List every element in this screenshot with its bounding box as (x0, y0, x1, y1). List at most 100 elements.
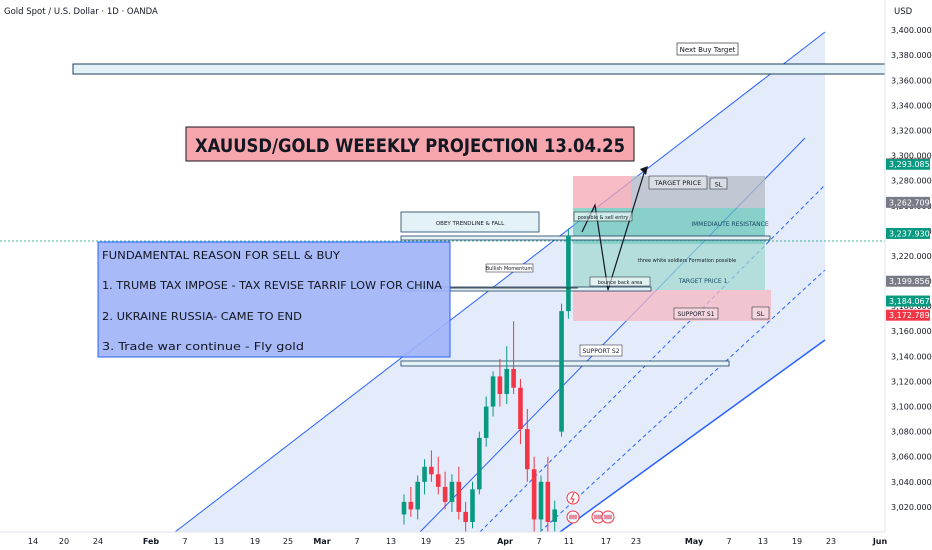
candle[interactable] (401, 494, 407, 525)
candle[interactable] (504, 346, 510, 405)
fundamental-heading: FUNDAMENTAL REASON FOR SELL & BUY (102, 249, 340, 262)
candle[interactable] (463, 501, 468, 532)
candle[interactable] (566, 228, 571, 319)
x-tick-label: 7 (726, 537, 731, 546)
candle[interactable] (531, 456, 537, 532)
candle[interactable] (559, 303, 564, 437)
target-price-box[interactable] (648, 175, 708, 190)
x-axis-ticks: 14 20 24 Feb 7 13 19 25 Mar 7 13 19 25 Apr 7 11 17 23 May 7… (28, 537, 888, 546)
price-label: 3,293.085 (889, 160, 930, 169)
candle[interactable] (456, 466, 462, 520)
red-sl-zone-bottom[interactable] (573, 290, 771, 321)
candle[interactable] (497, 358, 503, 407)
bounce-back-box[interactable] (589, 276, 651, 287)
x-tick-label: 13 (758, 537, 768, 546)
candle[interactable] (415, 475, 420, 520)
candle[interactable] (552, 500, 557, 532)
candle[interactable] (470, 481, 475, 529)
x-tick-label: 19 (421, 537, 431, 546)
sl-bottom-label: SL (757, 310, 765, 318)
resistance-band-3380[interactable] (72, 63, 886, 75)
sl-top-box[interactable] (709, 177, 728, 190)
x-tick-label: Mar (313, 537, 330, 546)
red-sl-zone-top[interactable] (573, 176, 631, 208)
y-tick-label: 3,140.000 (891, 352, 932, 361)
flash-event-icon[interactable] (566, 491, 580, 505)
us-flag-event-icon[interactable] (566, 510, 580, 524)
us-flag-event-icon[interactable] (601, 510, 615, 524)
y-tick-label: 3,160.000 (891, 327, 932, 336)
channel-upper-line[interactable] (174, 31, 826, 533)
price-label: 3,237.930 (889, 229, 930, 238)
time-axis[interactable] (0, 532, 932, 550)
price-label-bg (886, 295, 930, 307)
y-tick-label: 3,380.000 (891, 51, 932, 60)
candle[interactable] (408, 486, 414, 517)
y-tick-label: 3,360.000 (891, 76, 932, 85)
y-tick-label: 3,280.000 (891, 177, 932, 186)
price-axis[interactable] (885, 0, 932, 532)
x-tick-label: 19 (792, 537, 802, 546)
candle[interactable] (442, 471, 448, 510)
fundamental-box[interactable] (97, 241, 451, 358)
three-white-soldiers-label: three white soldiers Formation possible (638, 258, 736, 264)
y-tick-label: 3,020.000 (891, 503, 932, 512)
price-label-bg (886, 196, 930, 208)
channel-dashed-line-1[interactable] (479, 184, 826, 533)
support-s2-label: SUPPORT S2 (582, 348, 619, 355)
fundamental-item-3: 3. Trade war continue - Fly gold (102, 340, 304, 353)
symbol-title: Gold Spot / U.S. Dollar · 1D · OANDA (4, 7, 158, 17)
candle[interactable] (545, 456, 551, 532)
candle[interactable] (449, 474, 455, 512)
candle[interactable] (422, 459, 427, 495)
next-buy-target-box[interactable] (676, 42, 739, 56)
candle[interactable] (483, 396, 489, 447)
candle[interactable] (525, 409, 530, 482)
support-s1-box[interactable] (673, 307, 719, 320)
price-label: 3,184.067 (889, 297, 930, 306)
x-tick-label: 25 (455, 537, 465, 546)
title-text: XAUUSD/GOLD WEEEKLY PROJECTION 13.04.25 (195, 135, 625, 157)
obey-trendline-label: OBEY TRENDLINE & FALL (436, 221, 505, 227)
candle[interactable] (538, 475, 544, 532)
x-tick-label: Jun (872, 537, 888, 546)
band-3240[interactable] (400, 235, 771, 241)
price-label-bg (886, 158, 930, 170)
candle[interactable] (518, 378, 523, 445)
immediate-resistance-label: IMMEDIAUTE RESISTANCE (691, 221, 768, 228)
sl-top-label: SL (715, 181, 723, 189)
x-tick-label: 23 (631, 537, 641, 546)
sl-bottom-box[interactable] (751, 306, 770, 320)
obey-trendline-box[interactable] (400, 211, 540, 233)
y-tick-label: 3,300.000 (891, 152, 932, 161)
gray-target-zone[interactable] (631, 176, 765, 208)
x-tick-label: Feb (143, 537, 160, 546)
y-tick-label: 3,320.000 (891, 126, 932, 135)
price-label: 3,262.709 (889, 198, 930, 207)
price-labels: 3,293.3863,293.0853,262.7093,237.9303,19… (886, 158, 930, 321)
candle[interactable] (477, 431, 482, 495)
candle[interactable] (511, 321, 516, 394)
next-buy-target-label: Next Buy Target (680, 46, 736, 54)
projection-arrowhead (640, 166, 648, 175)
x-tick-label: May (685, 537, 704, 546)
support-s1-label: SUPPORT S1 (677, 311, 714, 318)
price-label: 3,172.789 (889, 311, 930, 320)
sell-entry-box[interactable] (573, 211, 633, 222)
bullish-momentum-box[interactable] (485, 263, 534, 273)
fundamental-item-1: 1. TRUMB TAX IMPOSE - TAX REVISE TARRIF … (102, 279, 442, 292)
candle[interactable] (490, 371, 496, 417)
channel-dashed-line-2[interactable] (539, 269, 826, 533)
channel-lower-line[interactable] (559, 339, 826, 533)
support-s2-box[interactable] (579, 344, 623, 357)
support-s2-band[interactable] (400, 360, 730, 367)
x-tick-label: 7 (354, 537, 359, 546)
candle[interactable] (429, 450, 434, 482)
price-label: 3,199.856 (889, 277, 930, 286)
title-box[interactable] (185, 126, 635, 162)
candle[interactable] (435, 456, 441, 495)
y-tick-label: 3,120.000 (891, 377, 932, 386)
x-tick-label: 14 (28, 537, 38, 546)
price-label-bg (886, 275, 930, 287)
